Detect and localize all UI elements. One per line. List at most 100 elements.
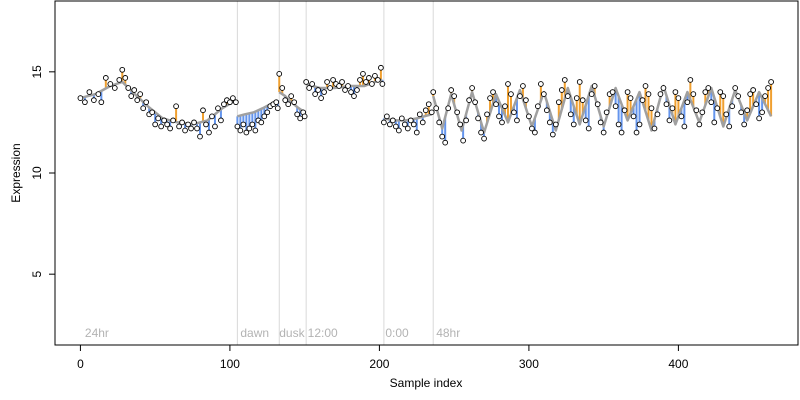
data-point — [666, 117, 673, 124]
data-point — [327, 85, 333, 91]
x-axis-label: Sample index — [390, 376, 463, 390]
data-point — [116, 77, 123, 83]
data-point — [91, 97, 97, 104]
y-axis-label: Expression — [9, 143, 23, 202]
data-point — [233, 99, 239, 106]
data-point — [306, 85, 312, 91]
data-point — [419, 119, 426, 126]
data-point — [279, 85, 286, 91]
data-point — [336, 83, 342, 89]
data-point — [354, 87, 360, 93]
data-point — [532, 129, 538, 136]
data-point — [457, 121, 463, 128]
data-point — [182, 127, 188, 134]
data-point — [309, 81, 315, 87]
data-point — [273, 99, 280, 106]
points — [77, 64, 774, 146]
data-point — [439, 133, 446, 140]
y-tick-label: 10 — [30, 166, 44, 180]
x-tick-label: 0 — [77, 357, 84, 371]
data-point — [209, 113, 215, 120]
data-point — [188, 125, 194, 132]
data-point — [436, 119, 443, 126]
data-point — [357, 77, 363, 83]
data-point — [301, 113, 308, 120]
x-tick-label: 200 — [369, 357, 389, 371]
data-point — [618, 129, 625, 136]
data-point — [517, 93, 523, 99]
data-point — [384, 113, 390, 120]
data-point — [582, 117, 589, 124]
data-point — [478, 129, 484, 136]
data-point — [203, 121, 209, 128]
data-point — [378, 64, 384, 71]
data-point — [448, 87, 455, 93]
data-point — [624, 89, 631, 95]
data-point — [285, 101, 292, 108]
data-point — [119, 66, 126, 73]
data-point — [375, 77, 381, 83]
data-point — [264, 109, 271, 116]
data-point — [230, 95, 236, 101]
data-point — [315, 87, 321, 93]
data-point — [621, 107, 628, 114]
data-point — [258, 119, 265, 126]
data-point — [200, 107, 206, 114]
data-point — [654, 111, 661, 118]
data-point — [463, 117, 469, 124]
data-point — [747, 91, 754, 97]
data-point — [303, 79, 310, 85]
data-point — [194, 125, 200, 132]
data-point — [699, 109, 706, 116]
data-point — [212, 123, 218, 130]
data-point — [615, 121, 622, 128]
data-point — [633, 129, 640, 136]
data-point — [454, 109, 460, 116]
data-point — [514, 117, 520, 124]
data-point — [297, 115, 304, 122]
data-point — [732, 85, 739, 91]
data-point — [663, 101, 670, 108]
data-point — [428, 109, 435, 116]
data-point — [756, 115, 762, 122]
data-point — [276, 70, 283, 77]
data-point — [274, 105, 281, 112]
data-point — [567, 111, 574, 118]
data-point — [291, 99, 298, 106]
data-point — [588, 91, 595, 97]
data-point — [237, 127, 244, 134]
data-point — [549, 131, 556, 138]
data-point — [472, 99, 478, 106]
data-point — [98, 99, 105, 106]
data-point — [591, 83, 598, 89]
data-point — [261, 113, 268, 120]
data-point — [681, 123, 688, 130]
data-point — [523, 97, 529, 104]
data-point — [395, 127, 402, 134]
data-point — [753, 101, 759, 108]
data-point — [318, 95, 324, 101]
data-point — [642, 83, 649, 89]
data-point — [669, 105, 676, 112]
data-point — [164, 121, 170, 128]
data-point — [149, 109, 156, 116]
annotations: 24hr dawn dusk 12:00 0:00 48hr — [85, 326, 460, 340]
data-point — [609, 89, 616, 95]
data-point — [252, 127, 259, 134]
data-point — [122, 75, 129, 81]
y-tick-label: 15 — [30, 65, 44, 79]
data-point — [221, 101, 227, 108]
data-point — [410, 121, 417, 128]
data-point — [342, 87, 348, 93]
data-point — [651, 125, 658, 132]
data-point — [324, 79, 330, 85]
data-point — [390, 117, 396, 124]
data-point — [552, 121, 559, 128]
data-point — [433, 105, 440, 112]
data-point — [86, 89, 93, 95]
data-point — [107, 81, 114, 87]
data-point — [714, 105, 721, 112]
x-axis: 0 100 200 300 400 — [77, 344, 689, 371]
data-point — [555, 99, 562, 106]
data-point — [711, 119, 718, 126]
